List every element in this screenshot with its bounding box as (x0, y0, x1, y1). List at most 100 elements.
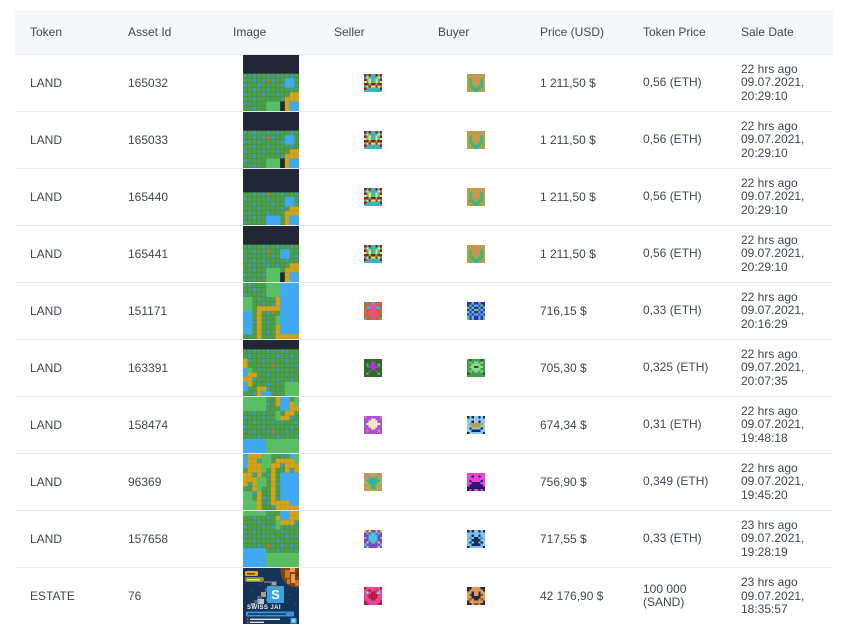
table-row[interactable]: LAND 158474 674,34 $ 0,31 (ETH) 22 hrs ago 09… (15, 396, 833, 454)
land-map-image[interactable] (243, 112, 299, 168)
price-usd-cell: 1 211,50 $ (540, 190, 596, 204)
table-row[interactable]: ESTATE 76 S SWISS JAI 42 176,90 $ 100 000 (SAN… (15, 567, 833, 625)
token-cell: LAND (30, 532, 63, 546)
sale-date-cell: 22 hrs ago 09.07.2021, 20:29:10 (726, 226, 833, 283)
sale-date-line: 18:35:57 (741, 602, 788, 616)
seller-avatar[interactable] (364, 473, 382, 491)
sale-date-line: 09.07.2021, (741, 189, 805, 204)
seller-avatar[interactable] (364, 188, 382, 206)
buyer-cell (423, 454, 525, 511)
land-map-image[interactable] (243, 55, 299, 111)
buyer-cell (423, 340, 525, 397)
price-usd-cell: 717,55 $ (540, 532, 587, 546)
buyer-avatar[interactable] (467, 359, 485, 377)
seller-avatar[interactable] (364, 302, 382, 320)
sale-date-line: 22 hrs ago (741, 403, 798, 418)
token-price-line: 100 000 (643, 581, 687, 596)
token-cell: LAND (30, 304, 63, 318)
buyer-avatar[interactable] (467, 245, 485, 263)
asset-id-cell: 163391 (128, 361, 169, 375)
sale-date-line: 20:29:10 (741, 145, 788, 160)
sale-date-line: 20:16:29 (741, 316, 788, 331)
sale-date-line: 22 hrs ago (741, 460, 798, 475)
token-price-cell: 0,31 (ETH) (628, 397, 726, 454)
seller-avatar[interactable] (364, 359, 382, 377)
seller-cell (319, 283, 423, 340)
table-row[interactable]: LAND 163391 705,30 $ 0,325 (ETH) 22 hrs ago 0… (15, 339, 833, 397)
buyer-avatar[interactable] (467, 131, 485, 149)
seller-avatar[interactable] (364, 416, 382, 434)
seller-cell (319, 226, 423, 283)
image-cell (218, 169, 319, 226)
buyer-avatar[interactable] (467, 302, 485, 320)
land-map-image[interactable] (243, 511, 299, 567)
land-map-image[interactable] (243, 397, 299, 453)
seller-avatar[interactable] (364, 245, 382, 263)
column-header-image: Image (218, 10, 319, 55)
seller-avatar[interactable] (364, 530, 382, 548)
price-usd-cell: 756,90 $ (540, 475, 587, 489)
token-cell: LAND (30, 418, 63, 432)
estate-image[interactable]: S SWISS JAI (243, 568, 299, 625)
token-price-cell: 0,56 (ETH) (628, 226, 726, 283)
buyer-avatar[interactable] (467, 530, 485, 548)
land-map-image[interactable] (243, 169, 299, 225)
sale-date-line: 22 hrs ago (741, 175, 798, 190)
token-price-line: 0,56 (ETH) (643, 132, 702, 147)
buyer-avatar[interactable] (467, 587, 485, 606)
asset-id-cell: 96369 (128, 475, 162, 489)
sale-date-line: 09.07.2021, (741, 246, 805, 261)
land-map-image[interactable] (243, 283, 299, 339)
token-cell: LAND (30, 475, 63, 489)
table-row[interactable]: LAND 165033 1 211,50 $ 0,56 (ETH) 22 hrs ago… (15, 111, 833, 169)
table-row[interactable]: LAND 151171 716,15 $ 0,33 (ETH) 22 hrs ago 09… (15, 282, 833, 340)
price-usd-cell: 705,30 $ (540, 361, 587, 375)
image-cell (218, 112, 319, 169)
sale-date-cell: 22 hrs ago 09.07.2021, 19:48:18 (726, 397, 833, 454)
sale-date-line: 22 hrs ago (741, 232, 798, 247)
seller-cell (319, 55, 423, 112)
buyer-avatar[interactable] (467, 74, 485, 92)
seller-avatar[interactable] (364, 587, 382, 606)
sale-date-line: 09.07.2021, (741, 303, 805, 318)
column-header-buyer: Buyer (423, 10, 525, 55)
buyer-avatar[interactable] (467, 188, 485, 206)
token-price-line: 0,56 (ETH) (643, 189, 702, 204)
svg-text:SWISS JAI: SWISS JAI (247, 605, 281, 611)
sale-date-line: 22 hrs ago (741, 61, 798, 76)
table-body: LAND 165032 1 211,50 $ 0,56 (ETH) 22 hrs ago… (15, 54, 833, 625)
sale-date-line: 19:48:18 (741, 430, 788, 445)
asset-id-cell: 165033 (128, 133, 169, 147)
token-cell: LAND (30, 76, 63, 90)
table-row[interactable]: LAND 96369 756,90 $ 0,349 (ETH) 22 hrs ago 09… (15, 453, 833, 511)
seller-avatar[interactable] (364, 131, 382, 149)
seller-avatar[interactable] (364, 74, 382, 92)
sale-date-line: 09.07.2021, (741, 132, 805, 147)
token-cell: LAND (30, 133, 63, 147)
table-row[interactable]: LAND 165440 1 211,50 $ 0,56 (ETH) 22 hrs ago… (15, 168, 833, 226)
asset-id-cell: 151171 (128, 304, 168, 318)
image-cell (218, 511, 319, 568)
price-usd-cell: 1 211,50 $ (540, 247, 596, 261)
land-map-image[interactable] (243, 454, 299, 510)
asset-id-cell: 76 (128, 589, 142, 604)
land-map-image[interactable] (243, 226, 299, 282)
image-cell (218, 340, 319, 397)
token-price-cell: 0,349 (ETH) (628, 454, 726, 511)
table-row[interactable]: LAND 165441 1 211,50 $ 0,56 (ETH) 22 hrs ago… (15, 225, 833, 283)
table-row[interactable]: LAND 157658 717,55 $ 0,33 (ETH) 23 hrs ago 09… (15, 510, 833, 568)
table-row[interactable]: LAND 165032 1 211,50 $ 0,56 (ETH) 22 hrs ago… (15, 54, 833, 112)
buyer-avatar[interactable] (467, 416, 485, 434)
sale-date-line: 20:07:35 (741, 373, 788, 388)
image-cell (218, 454, 319, 511)
token-cell: LAND (30, 247, 63, 261)
image-cell (218, 283, 319, 340)
asset-id-cell: 165441 (128, 247, 169, 261)
buyer-cell (423, 112, 525, 169)
price-usd-cell: 716,15 $ (540, 304, 587, 318)
buyer-avatar[interactable] (467, 473, 485, 491)
land-map-image[interactable] (243, 340, 299, 396)
token-cell: LAND (30, 361, 63, 375)
sale-date-line: 19:45:20 (741, 487, 788, 502)
asset-id-cell: 165440 (128, 190, 169, 204)
